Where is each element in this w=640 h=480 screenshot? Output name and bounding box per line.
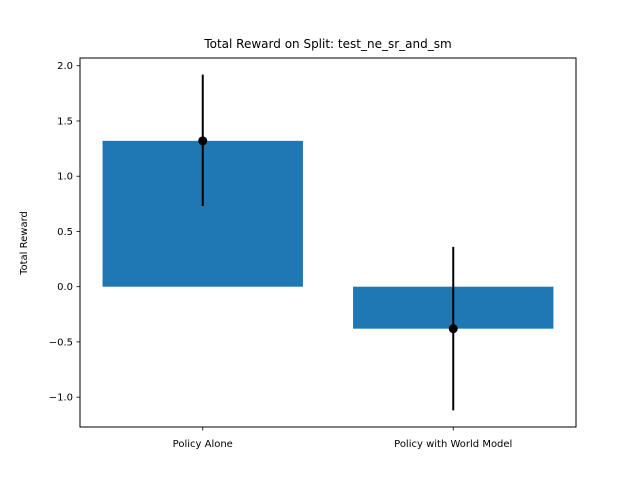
x-tick-label-0: Policy Alone	[173, 439, 233, 450]
x-tick-label-1: Policy with World Model	[394, 439, 512, 450]
y-tick-label-2: 0.0	[57, 282, 73, 293]
x-axis: Policy Alone Policy with World Model	[173, 427, 512, 450]
mean-marker-1	[448, 324, 458, 334]
y-tick-label-4: 1.0	[57, 172, 73, 183]
y-tick-label-0: −1.0	[49, 393, 73, 404]
y-tick-label-6: 2.0	[57, 61, 73, 72]
plot-frame	[79, 57, 577, 428]
plot-marks	[102, 74, 554, 411]
y-axis-label: Total Reward	[19, 211, 30, 276]
chart-title: Total Reward on Split: test_ne_sr_and_sm	[203, 37, 451, 51]
y-tick-label-1: −0.5	[49, 337, 73, 348]
y-tick-label-3: 0.5	[57, 227, 73, 238]
y-axis: −1.0 −0.5 0.0 0.5 1.0 1.5 2.0	[49, 61, 80, 404]
y-tick-label-5: 1.5	[57, 116, 73, 127]
mean-marker-0	[198, 136, 208, 146]
